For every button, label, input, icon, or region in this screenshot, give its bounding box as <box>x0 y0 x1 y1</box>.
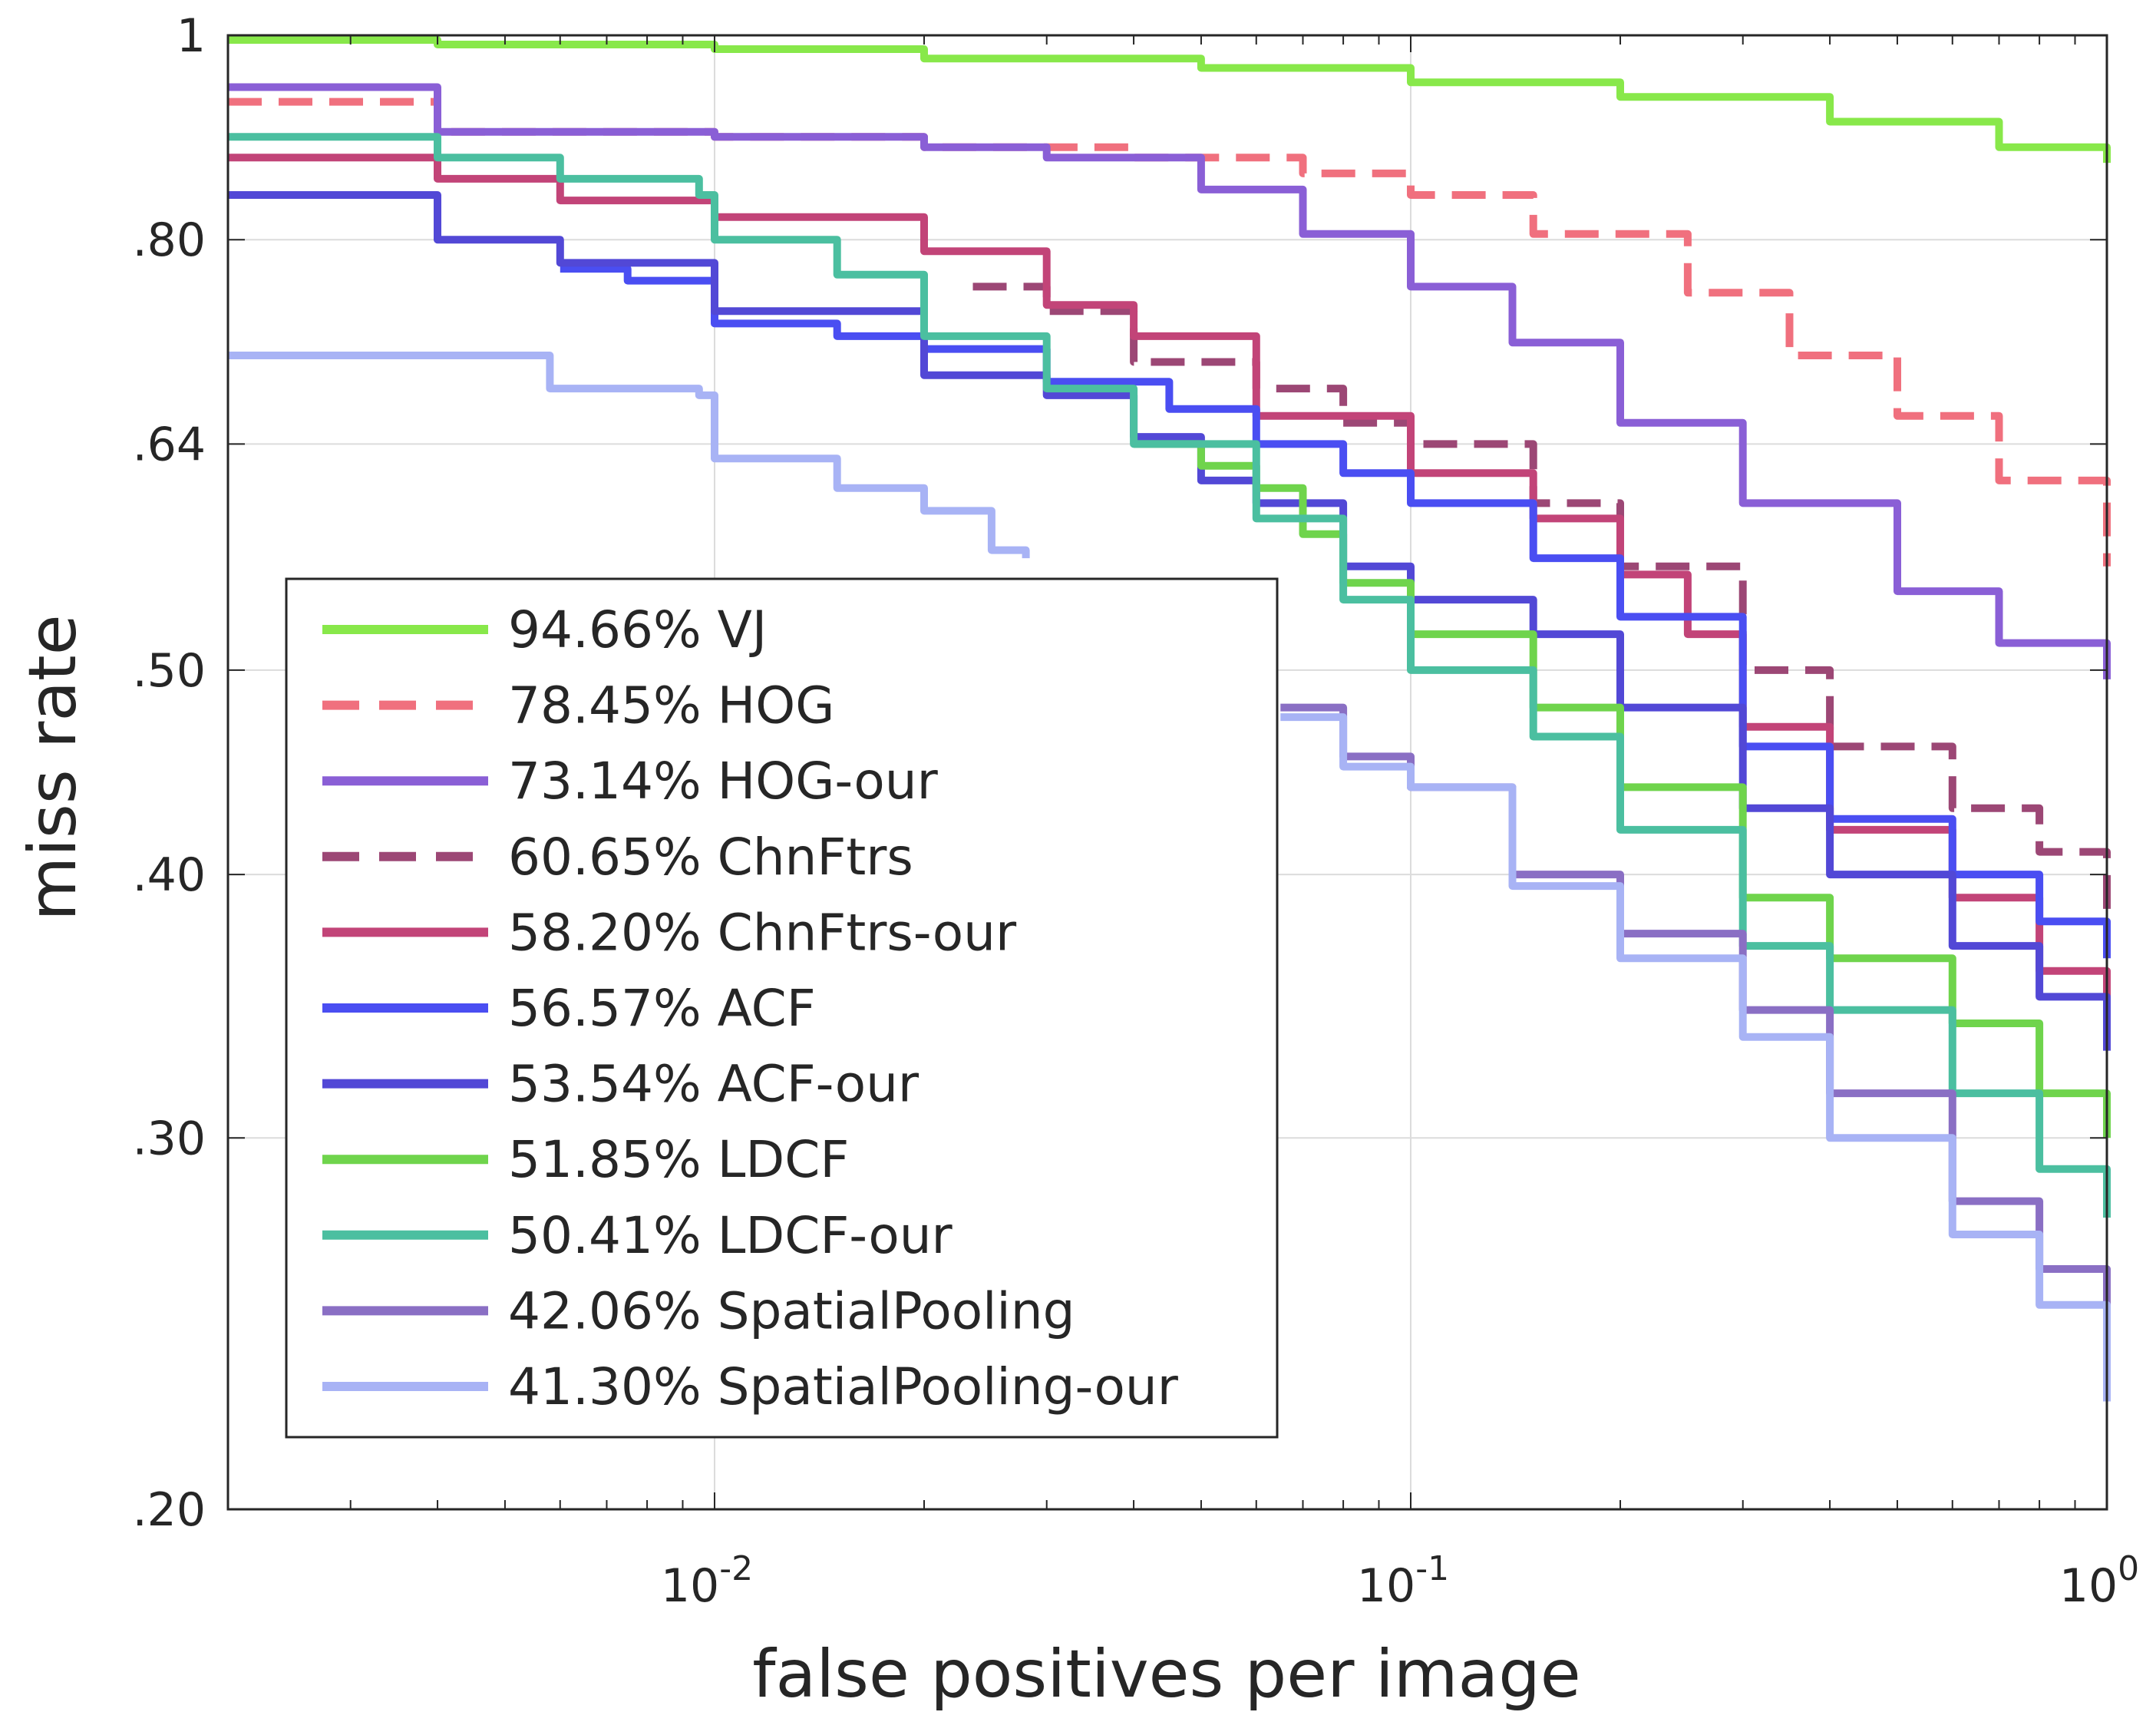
legend-item: 53.54% ACF-our <box>322 1055 920 1114</box>
legend-item: 50.41% LDCF-our <box>322 1206 953 1265</box>
series-line-path <box>228 352 1030 559</box>
legend-label: 50.41% LDCF-our <box>508 1206 953 1265</box>
axes: 10-2 10-1 100 .20 .30 .40 .50 .64 .80 1 <box>133 9 2140 1613</box>
series-line-path <box>1280 703 2111 1324</box>
legend-label: 53.54% ACF-our <box>508 1055 920 1114</box>
x-tick-label: 10-2 <box>661 1549 753 1613</box>
y-tick-label: 1 <box>177 9 206 63</box>
legend-label: 41.30% SpatialPooling-our <box>508 1357 1179 1416</box>
series-line <box>560 265 2111 959</box>
legend-item: 56.57% ACF <box>322 979 816 1038</box>
y-axis-label: miss rate <box>15 614 91 920</box>
legend-label: 73.14% HOG-our <box>508 752 939 811</box>
legend-label: 60.65% ChnFtrs <box>508 828 913 887</box>
y-tick-label: .80 <box>133 213 206 267</box>
legend-item: 51.85% LDCF <box>322 1130 849 1189</box>
series-line <box>228 191 2111 1051</box>
y-tick-label: .20 <box>133 1483 206 1537</box>
plot-area <box>228 36 2111 1402</box>
y-tick-label: .50 <box>133 644 206 698</box>
series-line <box>228 83 2111 679</box>
y-tick-label: .40 <box>133 848 206 902</box>
legend-item: 41.30% SpatialPooling-our <box>322 1357 1179 1416</box>
series-line-path <box>1280 713 2111 1402</box>
series-line <box>1280 703 2111 1324</box>
series-line-path <box>228 83 2111 679</box>
series-line <box>228 352 2111 1402</box>
x-tick-label: 10-1 <box>1357 1549 1449 1613</box>
legend: 94.66% VJ 78.45% HOG 73.14% HOG-our 60.65% … <box>285 577 1279 1439</box>
legend-item: 42.06% SpatialPooling <box>322 1281 1075 1340</box>
legend-label: 56.57% ACF <box>508 979 816 1038</box>
legend-label: 78.45% HOG <box>508 676 834 735</box>
legend-item: 94.66% VJ <box>322 600 767 659</box>
x-axis-label: false positives per image <box>752 1636 1580 1713</box>
x-tick-label: 100 <box>2059 1549 2139 1613</box>
series-line-path <box>560 265 2111 959</box>
y-tick-label: .64 <box>133 418 206 471</box>
legend-item: 60.65% ChnFtrs <box>322 828 913 887</box>
series-line-path <box>228 191 2111 1051</box>
y-tick-label: .30 <box>133 1112 206 1165</box>
legend-item: 73.14% HOG-our <box>322 752 939 811</box>
legend-label: 58.20% ChnFtrs-our <box>508 903 1017 962</box>
legend-item: 58.20% ChnFtrs-our <box>322 903 1017 962</box>
plot-frame <box>226 34 2108 1511</box>
legend-item: 78.45% HOG <box>322 676 834 735</box>
legend-label: 42.06% SpatialPooling <box>508 1281 1075 1340</box>
legend-label: 51.85% LDCF <box>508 1130 849 1189</box>
legend-label: 94.66% VJ <box>508 600 767 659</box>
